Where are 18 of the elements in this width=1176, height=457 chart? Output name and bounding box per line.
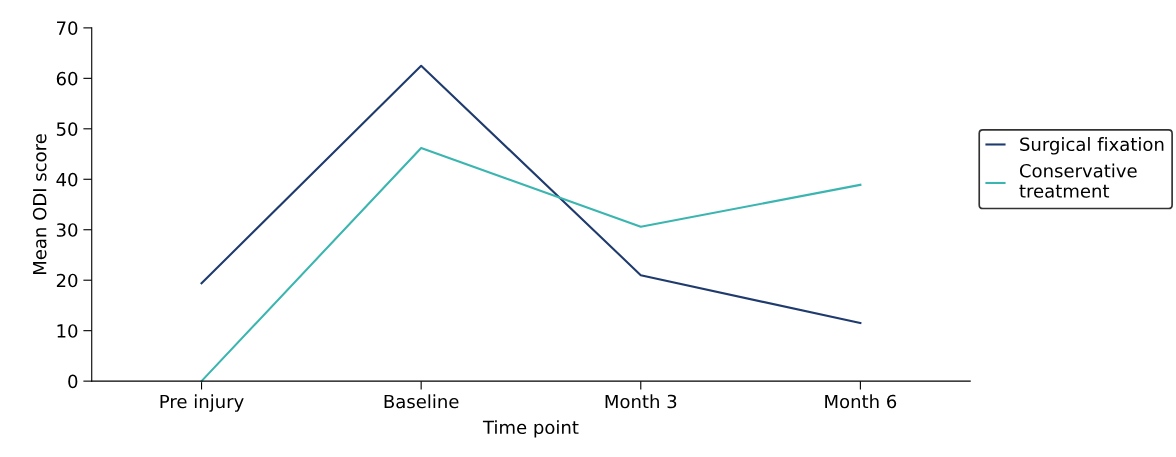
x-tick-label: Month 6 [825,394,897,409]
x-tick-label: Month 3 [605,394,677,409]
y-tick-label: 20 [56,273,78,288]
line-series [200,64,862,325]
y-tick-label: 50 [56,122,78,136]
x-axis-title: Time point [482,420,579,438]
y-tick-label: 70 [57,21,78,35]
line-series [200,146,862,383]
y-tick-label: 60 [56,71,78,86]
y-tick-label: 0 [68,374,78,389]
legend-label: Surgical fixation [1020,137,1164,155]
y-axis-title: Mean ODI score [32,134,47,275]
y-tick-label: 40 [56,172,78,187]
legend-label: Conservative treatment [1019,163,1137,198]
y-tick-label: 30 [56,223,78,237]
x-tick-label: Pre injury [160,394,244,412]
x-tick-label: Baseline [384,394,459,409]
y-tick-label: 10 [57,324,78,338]
